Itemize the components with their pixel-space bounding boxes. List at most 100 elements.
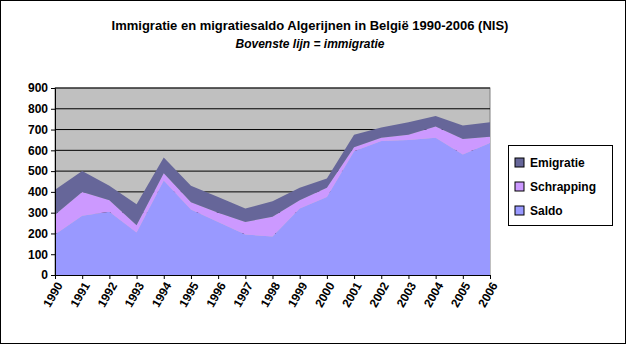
- y-tick-mark: [51, 171, 55, 172]
- x-tick-label: 1994: [149, 279, 175, 309]
- x-tick-label: 1998: [258, 279, 284, 309]
- x-tick: 1996: [203, 275, 229, 310]
- y-tick-label: 100: [28, 248, 48, 262]
- x-tick-label: 2001: [339, 279, 365, 309]
- chart-frame: [1, 1, 626, 344]
- x-tick-label: 1996: [203, 279, 229, 309]
- x-tick-label: 2004: [421, 279, 447, 309]
- y-tick: 800: [28, 102, 55, 116]
- x-tick-label: 1995: [176, 279, 202, 309]
- y-tick: 900: [28, 81, 55, 95]
- y-axis-line: [51, 89, 56, 276]
- x-tick-mark: [245, 275, 246, 279]
- y-tick-label: 500: [28, 164, 48, 178]
- legend-swatch: [515, 206, 524, 215]
- y-tick-label: 600: [28, 144, 48, 158]
- x-tick: 2006: [475, 275, 501, 310]
- y-tick-label: 900: [28, 81, 48, 95]
- x-tick-mark: [354, 275, 355, 279]
- x-tick-label: 1999: [285, 279, 311, 309]
- x-tick: 1995: [176, 275, 202, 310]
- y-tick-mark: [51, 192, 55, 193]
- y-tick: 200: [28, 227, 55, 241]
- y-tick-mark: [51, 130, 55, 131]
- y-tick-mark: [51, 150, 55, 151]
- x-tick-label: 1991: [67, 279, 93, 309]
- y-tick: 500: [28, 164, 55, 178]
- areas: [55, 116, 490, 275]
- legend-swatch: [515, 158, 524, 167]
- area-emigratie: [55, 116, 490, 225]
- x-tick-mark: [490, 275, 491, 279]
- y-tick-mark: [51, 88, 55, 89]
- y-tick-mark: [51, 213, 55, 214]
- y-tick-mark: [51, 254, 55, 255]
- y-tick: 300: [28, 206, 55, 220]
- x-tick: 2001: [339, 275, 365, 310]
- x-tick-label: 2000: [312, 279, 338, 309]
- y-tick-mark: [51, 109, 55, 110]
- y-tick: 100: [28, 248, 55, 262]
- y-tick-label: 700: [28, 123, 48, 137]
- title: Immigratie en migratiesaldo Algerijnen i…: [112, 18, 509, 33]
- x-tick-label: 2005: [448, 279, 474, 309]
- y-tick: 400: [28, 185, 55, 199]
- x-tick-mark: [273, 275, 274, 279]
- x-tick-mark: [436, 275, 437, 279]
- x-tick-label: 2006: [475, 279, 501, 309]
- y-tick-label: 300: [28, 206, 48, 220]
- chart: Immigratie en migratiesaldo Algerijnen i…: [0, 0, 626, 344]
- x-tick: 1997: [231, 275, 257, 310]
- legend-box: [509, 146, 613, 226]
- legend-label: Schrapping: [530, 180, 596, 194]
- x-tick-label: 1992: [95, 279, 121, 309]
- area-schrapping: [55, 126, 490, 236]
- x-tick: 1999: [285, 275, 311, 310]
- y-tick-label: 200: [28, 227, 48, 241]
- x-tick-mark: [82, 275, 83, 279]
- x-tick: 2003: [394, 275, 420, 310]
- x-tick-mark: [381, 275, 382, 279]
- x-tick: 1990: [40, 275, 66, 310]
- grid-line: [55, 88, 490, 89]
- x-tick-mark: [164, 275, 165, 279]
- x-tick-mark: [191, 275, 192, 279]
- x-tick-mark: [109, 275, 110, 279]
- x-tick-mark: [137, 275, 138, 279]
- x-tick-label: 1997: [231, 279, 257, 309]
- x-tick-label: 1993: [122, 279, 148, 309]
- grid-line: [55, 108, 490, 109]
- plot-background: [55, 88, 490, 275]
- x-tick: 1993: [122, 275, 148, 310]
- x-axis: 1990199119921993199419951996199719981999…: [40, 275, 501, 310]
- x-tick-label: 2002: [367, 279, 393, 309]
- x-tick-mark: [327, 275, 328, 279]
- subtitle: Bovenste lijn = immigratie: [235, 37, 384, 51]
- x-tick-mark: [463, 275, 464, 279]
- x-tick-mark: [218, 275, 219, 279]
- x-tick-label: 1990: [40, 279, 66, 309]
- x-axis-line: [56, 276, 491, 280]
- grid: [55, 88, 490, 275]
- y-tick-label: 800: [28, 102, 48, 116]
- x-tick-mark: [408, 275, 409, 279]
- y-tick: 700: [28, 123, 55, 137]
- x-tick: 2000: [312, 275, 338, 310]
- x-tick: 1991: [67, 275, 93, 310]
- y-tick-label: 0: [41, 268, 48, 282]
- legend-swatch: [515, 182, 524, 191]
- x-tick: 2005: [448, 275, 474, 310]
- x-tick: 2004: [421, 275, 447, 310]
- legend-label: Saldo: [530, 204, 563, 218]
- x-tick-mark: [300, 275, 301, 279]
- legend: Emigratie Schrapping Saldo: [509, 146, 613, 226]
- x-tick: 1994: [149, 275, 175, 310]
- x-tick-mark: [55, 275, 56, 279]
- x-tick: 1992: [95, 275, 121, 310]
- y-tick-label: 400: [28, 185, 48, 199]
- x-tick: 1998: [258, 275, 284, 310]
- x-tick-label: 2003: [394, 279, 420, 309]
- y-tick-mark: [51, 275, 55, 276]
- y-tick-mark: [51, 233, 55, 234]
- legend-label: Emigratie: [530, 156, 585, 170]
